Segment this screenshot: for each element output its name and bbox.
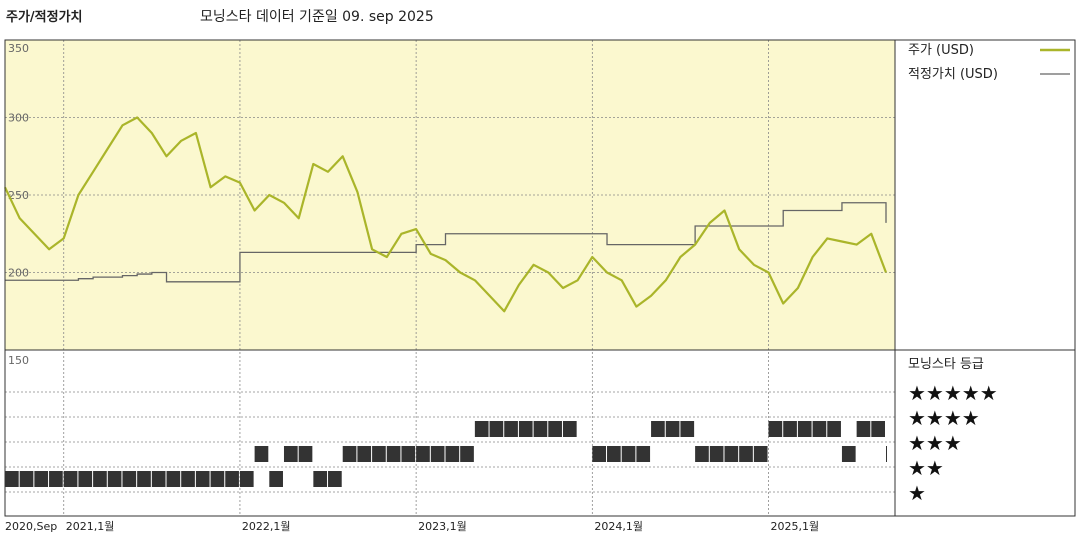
rating-bar	[122, 471, 137, 487]
rating-bar	[151, 471, 166, 487]
rating-bar	[695, 446, 709, 462]
x-tick-label: 2022,1월	[242, 520, 291, 533]
x-tick-label: 2021,1월	[66, 520, 115, 533]
rating-bar	[841, 446, 856, 462]
rating-bar	[239, 471, 254, 487]
rating-bar	[137, 471, 151, 487]
rating-bar	[548, 421, 562, 437]
rating-bar	[636, 446, 651, 462]
rating-bar	[489, 421, 504, 437]
chart-title: 주가/적정가치	[6, 10, 83, 25]
rating-bar	[416, 446, 430, 462]
rating-legend-title: 모닝스타 등급	[908, 357, 984, 372]
rating-legend-stars: ★★★★★	[908, 381, 998, 405]
rating-bar	[504, 421, 518, 437]
rating-bar	[93, 471, 107, 487]
rating-bar	[621, 446, 636, 462]
rating-bar	[783, 421, 797, 437]
rating-bar	[401, 446, 416, 462]
rating-bar	[474, 421, 489, 437]
rating-legend-stars: ★★★★	[908, 406, 980, 430]
price-line	[4, 116, 888, 313]
grid-lines	[5, 40, 895, 516]
series-lines	[4, 116, 888, 313]
rating-bar	[680, 421, 695, 437]
rating-bar	[357, 446, 372, 462]
data-date-subtitle: 모닝스타 데이터 기준일 09. sep 2025	[200, 9, 434, 25]
legend: 주가 (USD)적정가치 (USD)모닝스타 등급★★★★★★★★★★★★★★★	[908, 43, 1070, 505]
rating-bar	[651, 421, 665, 437]
rating-bar	[107, 471, 122, 487]
rating-bar	[313, 471, 328, 487]
rating-bar	[195, 471, 210, 487]
rating-bar	[210, 471, 225, 487]
rating-bar	[5, 471, 19, 487]
rating-bar	[753, 446, 768, 462]
rating-bar	[709, 446, 724, 462]
y-tick-label: 350	[8, 42, 29, 55]
rating-bar	[283, 446, 298, 462]
legend-label: 주가 (USD)	[908, 43, 974, 58]
y-tick-label: 300	[8, 112, 29, 125]
rating-bar	[739, 446, 753, 462]
chart-frame	[4, 39, 1076, 517]
rating-bar	[78, 471, 93, 487]
y-tick-label: 250	[8, 189, 29, 202]
rating-bars	[5, 421, 887, 487]
rating-legend-stars: ★★	[908, 456, 944, 480]
x-tick-label: 2024,1월	[594, 520, 643, 533]
rating-bar	[827, 421, 841, 437]
rating-bar	[342, 446, 357, 462]
rating-bar	[518, 421, 533, 437]
rating-legend-stars: ★	[908, 481, 926, 505]
rating-bar	[254, 446, 269, 462]
y-tick-label: 150	[8, 354, 29, 367]
rating-legend-stars: ★★★	[908, 431, 962, 455]
legend-label: 적정가치 (USD)	[908, 67, 998, 82]
fair-value-line	[5, 202, 887, 283]
rating-bar	[562, 421, 577, 437]
rating-bar	[665, 421, 680, 437]
rating-bar	[871, 421, 885, 437]
rating-bar	[533, 421, 548, 437]
rating-bar	[49, 471, 63, 487]
x-tick-label: 2025,1월	[771, 520, 820, 533]
rating-bar	[607, 446, 621, 462]
rating-bar	[460, 446, 474, 462]
rating-bar	[886, 446, 887, 462]
x-tick-label: 2020,Sep	[5, 520, 57, 533]
rating-bar	[430, 446, 445, 462]
rating-bar	[225, 471, 239, 487]
rating-bar	[724, 446, 739, 462]
x-tick-label: 2023,1월	[418, 520, 467, 533]
rating-bar	[386, 446, 401, 462]
rating-bar	[63, 471, 78, 487]
rating-bar	[768, 421, 783, 437]
rating-bar	[592, 446, 607, 462]
y-tick-label: 200	[8, 267, 29, 280]
rating-bar	[181, 471, 195, 487]
rating-bar	[34, 471, 49, 487]
rating-bar	[166, 471, 181, 487]
rating-bar	[797, 421, 812, 437]
rating-bar	[445, 446, 460, 462]
rating-bar	[856, 421, 871, 437]
rating-bar	[269, 471, 283, 487]
rating-bar	[328, 471, 342, 487]
rating-bar	[812, 421, 827, 437]
rating-bar	[298, 446, 313, 462]
x-axis-ticks: 2020,Sep 2021,1월 2022,1월 2023,1월 2024,1월 2025…	[5, 520, 819, 533]
rating-bar	[372, 446, 386, 462]
rating-bar	[19, 471, 34, 487]
y-axis-ticks: 350 300 250 200 150	[8, 42, 29, 367]
